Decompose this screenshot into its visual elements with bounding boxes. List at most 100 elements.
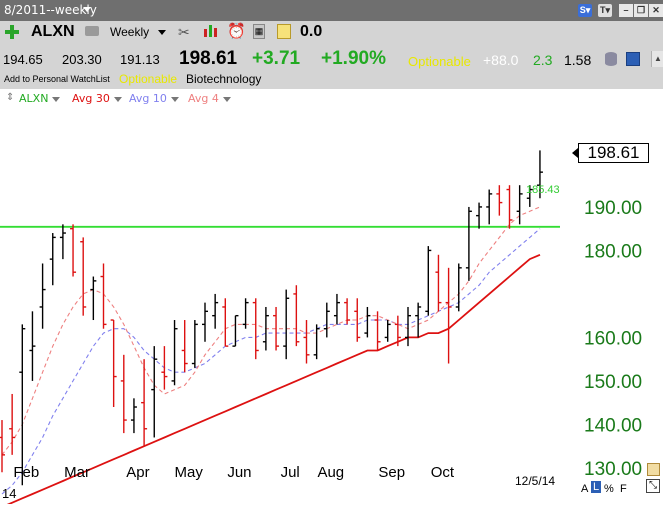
ohlc-bar	[283, 289, 290, 360]
ohlc-bar	[303, 320, 310, 364]
x-tick-label: Feb	[13, 464, 39, 481]
ohlc-bar	[344, 298, 351, 325]
note-icon[interactable]	[277, 24, 291, 39]
ohlc-bar	[435, 254, 442, 312]
x-tick-label: Jun	[227, 464, 251, 481]
candle-chart-icon[interactable]	[203, 24, 218, 39]
period-dropdown-icon[interactable]	[158, 30, 166, 35]
ohlc-bar	[130, 398, 137, 434]
zoom-icon[interactable]: ⤡	[646, 479, 660, 493]
x-tick-label: Aug	[317, 464, 344, 481]
ohlc-bar	[202, 302, 208, 342]
avg4-line	[1, 206, 541, 456]
t-dropdown-icon[interactable]: T▾	[598, 4, 612, 17]
x-tick-label: Apr	[126, 464, 149, 481]
title-dropdown-icon[interactable]	[83, 7, 91, 12]
database-icon[interactable]	[605, 52, 617, 66]
period-select[interactable]: Weekly	[110, 25, 150, 39]
minimize-icon[interactable]: –	[619, 4, 633, 17]
legend-avg30[interactable]: Avg 30	[72, 92, 122, 105]
date-label: 12/5/14	[515, 474, 556, 488]
symbol-field[interactable]: ALXN	[31, 23, 75, 40]
ohlc-bar	[80, 237, 87, 316]
ohlc-bar	[70, 224, 77, 277]
price-change-pct: +1.90%	[321, 48, 386, 69]
legend-avg10[interactable]: Avg 10	[129, 92, 179, 105]
ohlc-bar	[496, 185, 503, 216]
y-tick-label: 140.00	[584, 415, 642, 436]
print-icon[interactable]	[85, 26, 99, 36]
restore-icon[interactable]: ❐	[634, 4, 648, 17]
ohlc-bar	[445, 267, 452, 364]
add-symbol-icon[interactable]	[5, 25, 19, 39]
save-icon[interactable]	[626, 52, 640, 66]
scale-toggle-l[interactable]: L	[591, 481, 602, 493]
y-tick-label: 180.00	[584, 241, 642, 262]
legend-avg4[interactable]: Avg 4	[188, 92, 231, 105]
x-tick-label: Sep	[378, 464, 405, 481]
scale-toggle-pct[interactable]: %	[604, 483, 614, 495]
ohlc-bar	[262, 306, 269, 351]
last-price: 198.61	[179, 48, 238, 69]
ohlc-bar	[374, 311, 381, 351]
price-tag: 198.61	[578, 143, 649, 163]
ohlc-bar	[333, 293, 340, 325]
y-tick-label: 190.00	[584, 198, 642, 219]
legend-expand-icon[interactable]: ⇕	[6, 92, 15, 103]
add-watchlist-link[interactable]: Add to Personal WatchList	[4, 74, 110, 84]
tools-icon[interactable]: ✂	[178, 24, 190, 40]
ohlc-bar	[110, 319, 117, 408]
x-tick-label: May	[175, 464, 204, 481]
ohlc-bar	[222, 298, 229, 347]
ohlc-bar	[59, 224, 66, 260]
ohlc-bar	[425, 246, 432, 316]
ohlc-bar	[486, 189, 493, 225]
alarm-clock-icon[interactable]: ⏰	[227, 23, 246, 40]
stat-value-2: 2.3	[533, 52, 553, 68]
chart-canvas[interactable]: 130.00 140.00 150.00 160.00 180.00 190.00 Feb M…	[0, 109, 663, 508]
close-icon[interactable]: ✕	[649, 4, 663, 17]
price-chart[interactable]: 130.00 140.00 150.00 160.00 180.00 190.00 Feb M…	[0, 109, 663, 508]
ohlc-bar	[476, 202, 483, 229]
ohlc-bar	[323, 302, 330, 338]
s-dropdown-icon[interactable]: S▾	[578, 4, 592, 17]
draw-tool-icon[interactable]	[647, 463, 660, 476]
high-price: 203.30	[62, 52, 102, 67]
line-value-label: 185.43	[526, 184, 560, 196]
scale-toggle-a[interactable]: A	[581, 483, 589, 495]
ohlc-bar	[273, 306, 280, 351]
ohlc-bar	[120, 354, 127, 434]
legend-symbol[interactable]: ALXN	[19, 92, 61, 105]
ohlc-bar	[415, 302, 422, 338]
low-price: 191.13	[120, 52, 160, 67]
y-tick-label: 160.00	[584, 328, 642, 349]
ohlc-bar	[0, 420, 5, 473]
ohlc-bar	[232, 314, 239, 347]
ohlc-bar	[405, 306, 411, 347]
ohlc-bar	[394, 315, 401, 347]
ohlc-bar	[29, 311, 36, 381]
y-tick-label: 130.00	[584, 459, 642, 480]
ohlc-bar	[384, 320, 391, 342]
stat-value-1: +88.0	[483, 52, 519, 68]
calculator-icon[interactable]: ▦	[253, 24, 265, 39]
ohlc-bar	[181, 320, 188, 373]
ohlc-bar	[161, 346, 168, 390]
scroll-up-icon[interactable]: ▲	[651, 51, 663, 67]
ohlc-bar	[141, 359, 148, 447]
ohlc-bar	[19, 324, 26, 486]
scale-toggle-f[interactable]: F	[620, 483, 627, 495]
ohlc-bar	[354, 298, 361, 342]
ohlc-bar	[516, 185, 523, 225]
optionable-label: Optionable	[119, 72, 178, 86]
ohlc-bar	[465, 206, 472, 281]
ohlc-bar	[9, 393, 16, 455]
x-tick-label: Jul	[281, 464, 300, 481]
ohlc-bar	[313, 324, 320, 360]
window-title: 8/2011--weekly	[4, 3, 97, 17]
ohlc-bar	[364, 306, 371, 338]
ohlc-bar	[212, 293, 219, 329]
ohlc-bar	[100, 263, 107, 329]
y-tick-label: 150.00	[584, 372, 642, 393]
open-price: 194.65	[3, 52, 43, 67]
